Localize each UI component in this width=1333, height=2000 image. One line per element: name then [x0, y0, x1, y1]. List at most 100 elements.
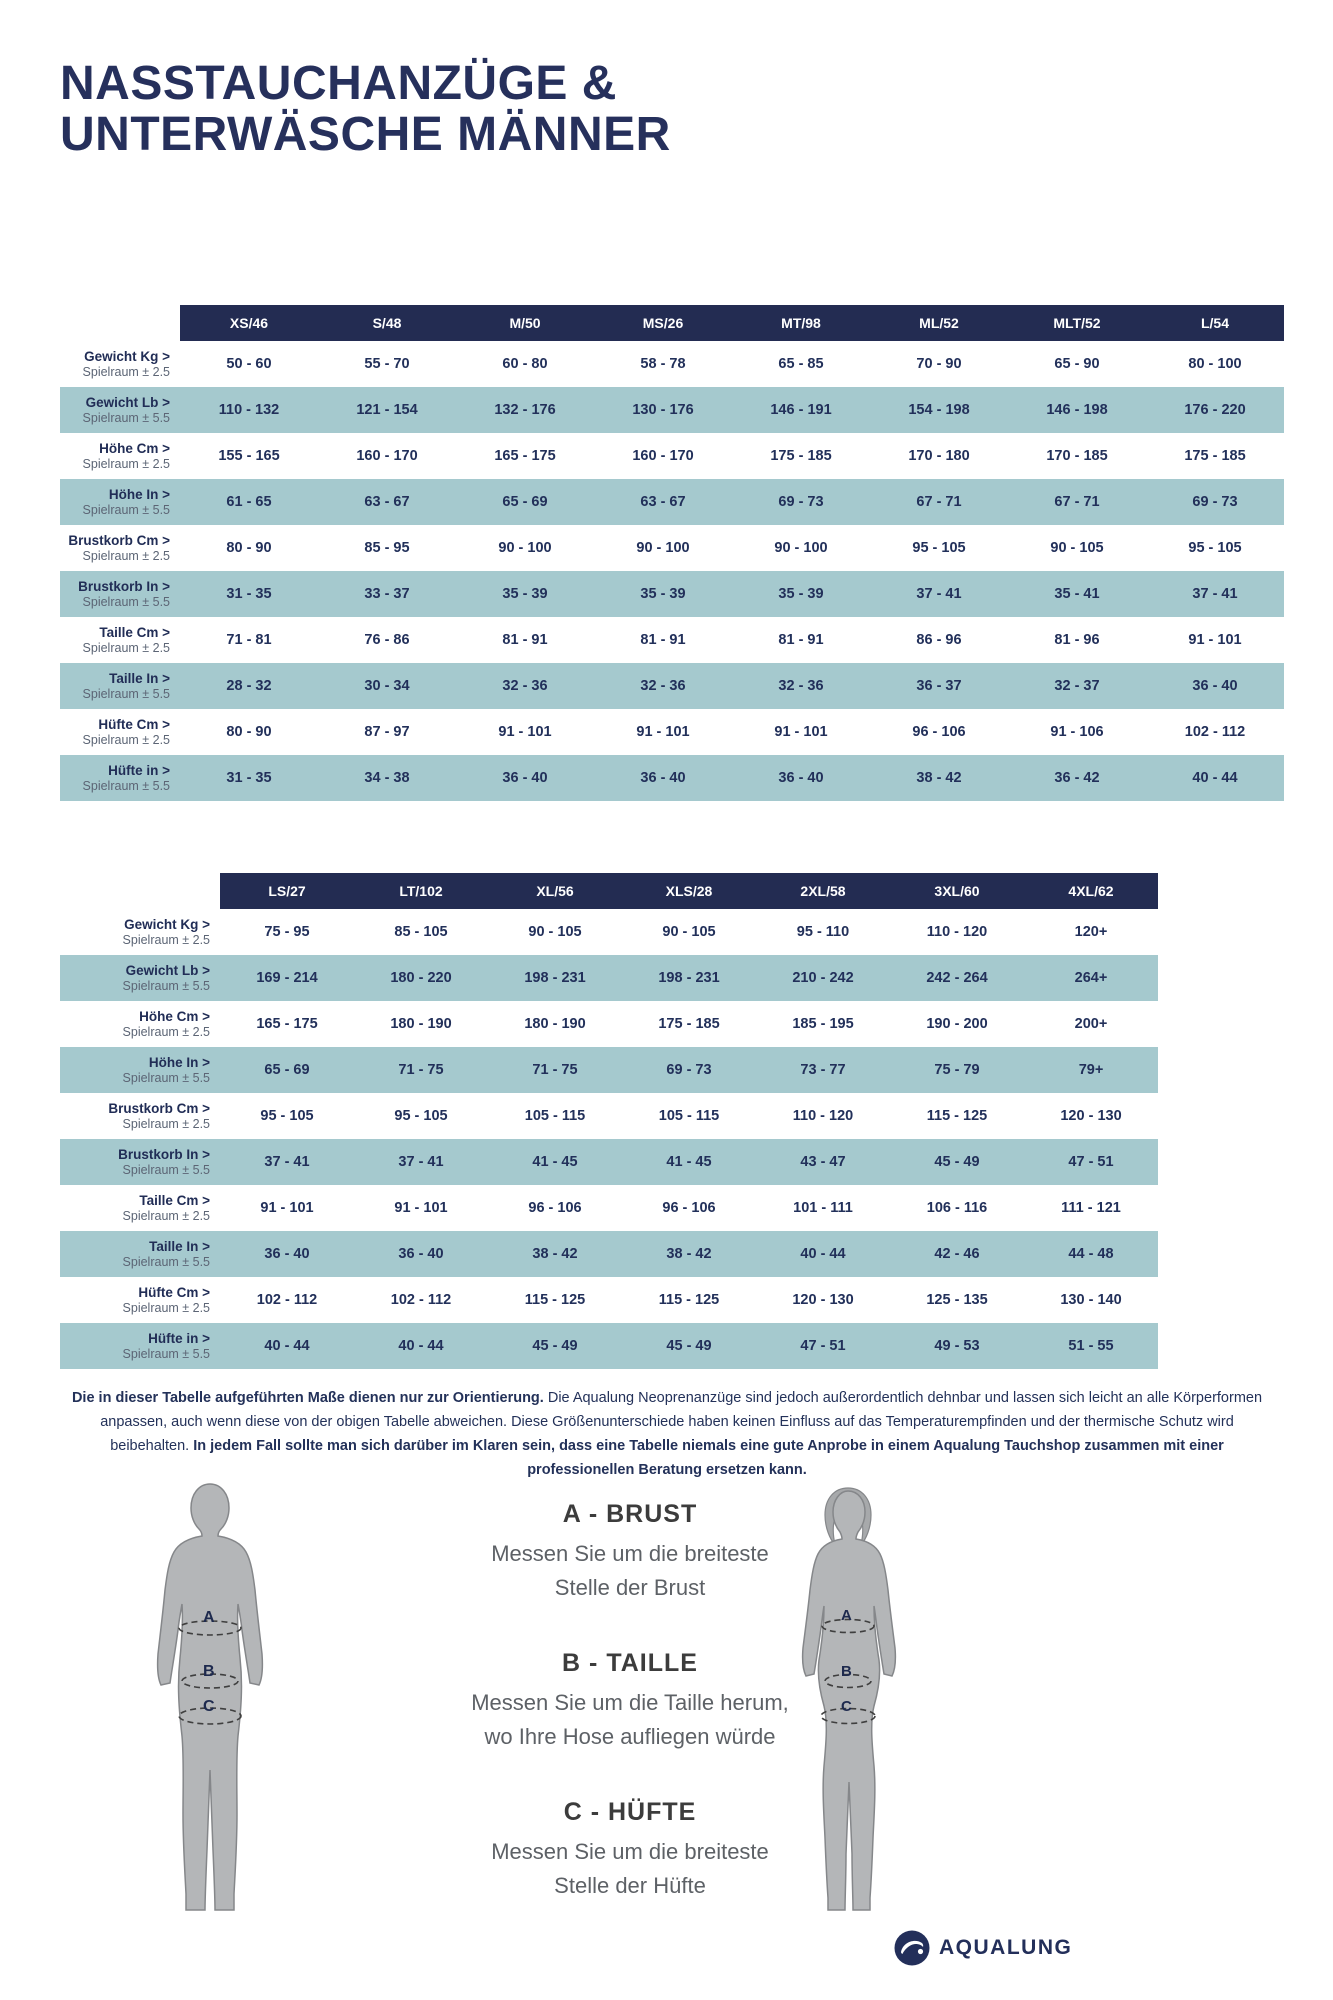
female-figure-diagram: A B C [801, 1487, 897, 1911]
size-value-cell: 34 - 38 [364, 770, 410, 786]
table-row: Brustkorb Cm > Spielraum ± 2.5 80 - 90 85 -… [60, 525, 1284, 571]
size-value-cell: 180 - 190 [524, 1016, 586, 1032]
table-row: Gewicht Lb > Spielraum ± 5.5 169 - 214 180 … [60, 955, 1158, 1001]
row-label-tolerance: Spielraum ± 5.5 [122, 1162, 210, 1177]
row-label-name: Gewicht Kg > [124, 916, 210, 932]
size-value-cell: 155 - 165 [218, 448, 280, 464]
size-value-cell: 36 - 40 [502, 770, 548, 786]
male-chest-label: A [203, 1609, 215, 1626]
size-value-cell: 91 - 106 [1050, 724, 1104, 740]
row-label-name: Höhe In > [108, 486, 170, 502]
size-value-cell: 170 - 185 [1046, 448, 1108, 464]
size-value-cell: 44 - 48 [1068, 1246, 1114, 1262]
chest-line2: Stelle der Brust [554, 1575, 706, 1600]
size-value-cell: 67 - 71 [1054, 494, 1100, 510]
size-value-cell: 36 - 37 [916, 678, 962, 694]
size-value-cell: 73 - 77 [800, 1062, 846, 1078]
size-value-cell: 175 - 185 [770, 448, 832, 464]
female-waist-measure-line [824, 1673, 872, 1689]
row-label: Gewicht Lb > Spielraum ± 5.5 [60, 387, 180, 433]
row-label-name: Höhe Cm > [99, 440, 170, 456]
size-value-cell: 185 - 195 [792, 1016, 854, 1032]
size-value-cell: 40 - 44 [1192, 770, 1238, 786]
row-label-name: Gewicht Lb > [125, 962, 210, 978]
size-value-cell: 91 - 101 [498, 724, 552, 740]
table-row: Hüfte in > Spielraum ± 5.5 40 - 44 40 - 44 4… [60, 1323, 1158, 1369]
row-label-tolerance: Spielraum ± 5.5 [82, 686, 170, 701]
size-value-cell: 101 - 111 [793, 1200, 853, 1216]
size-value-cell: 130 - 140 [1060, 1292, 1122, 1308]
size-value-cell: 176 - 220 [1184, 402, 1246, 418]
size-value-cell: 130 - 176 [632, 402, 694, 418]
row-label: Brustkorb In > Spielraum ± 5.5 [60, 571, 180, 617]
size-value-cell: 36 - 42 [1054, 770, 1100, 786]
size-value-cell: 120 - 130 [1060, 1108, 1122, 1124]
size-column-header: XLS/28 [622, 873, 756, 909]
size-column-header: 2XL/58 [756, 873, 890, 909]
size-value-cell: 65 - 85 [778, 356, 824, 372]
size-value-cell: 91 - 101 [636, 724, 690, 740]
size-value-cell: 37 - 41 [264, 1154, 310, 1170]
size-column-header: LS/27 [220, 873, 354, 909]
row-label: Höhe Cm > Spielraum ± 2.5 [60, 433, 180, 479]
size-value-cell: 35 - 39 [640, 586, 686, 602]
table-row: Taille Cm > Spielraum ± 2.5 91 - 101 91 - 1… [60, 1185, 1158, 1231]
table-row: Brustkorb Cm > Spielraum ± 2.5 95 - 105 95 … [60, 1093, 1158, 1139]
waist-line1: Messen Sie um die Taille herum, [471, 1690, 789, 1715]
row-label: Gewicht Kg > Spielraum ± 2.5 [60, 909, 220, 955]
row-label-tolerance: Spielraum ± 2.5 [122, 1116, 210, 1131]
size-value-cell: 69 - 73 [666, 1062, 712, 1078]
size-value-cell: 154 - 198 [908, 402, 970, 418]
row-label-tolerance: Spielraum ± 2.5 [122, 1208, 210, 1223]
size-value-cell: 40 - 44 [264, 1338, 310, 1354]
size-value-cell: 65 - 90 [1054, 356, 1100, 372]
row-label: Gewicht Kg > Spielraum ± 2.5 [60, 341, 180, 387]
aqualung-logo-icon [894, 1930, 930, 1966]
size-value-cell: 115 - 125 [926, 1108, 988, 1124]
size-value-cell: 165 - 175 [256, 1016, 318, 1032]
table-row: Brustkorb In > Spielraum ± 5.5 37 - 41 37 -… [60, 1139, 1158, 1185]
size-value-cell: 200+ [1074, 1016, 1108, 1032]
size-value-cell: 45 - 49 [934, 1154, 980, 1170]
size-value-cell: 96 - 106 [528, 1200, 582, 1216]
size-value-cell: 38 - 42 [532, 1246, 578, 1262]
disclaimer-bold-intro: Die in dieser Tabelle aufgeführten Maße … [71, 1390, 544, 1406]
row-label-name: Taille In > [109, 670, 170, 686]
size-value-cell: 32 - 36 [502, 678, 548, 694]
size-value-cell: 49 - 53 [934, 1338, 980, 1354]
disclaimer-bold-outro: In jedem Fall sollte man sich darüber im… [193, 1438, 1224, 1478]
size-value-cell: 242 - 264 [926, 970, 988, 986]
size-value-cell: 81 - 91 [640, 632, 686, 648]
size-column-header: MLT/52 [1008, 305, 1146, 341]
row-label: Höhe In > Spielraum ± 5.5 [60, 1047, 220, 1093]
row-label: Brustkorb Cm > Spielraum ± 2.5 [60, 1093, 220, 1139]
size-value-cell: 37 - 41 [398, 1154, 444, 1170]
size-value-cell: 47 - 51 [800, 1338, 846, 1354]
male-hip-label: C [203, 1698, 215, 1715]
row-label: Höhe Cm > Spielraum ± 2.5 [60, 1001, 220, 1047]
row-label-name: Hüfte in > [108, 762, 170, 778]
size-value-cell: 41 - 45 [666, 1154, 712, 1170]
size-value-cell: 95 - 105 [260, 1108, 314, 1124]
size-value-cell: 45 - 49 [666, 1338, 712, 1354]
size-value-cell: 96 - 106 [912, 724, 966, 740]
row-label-name: Brustkorb Cm > [68, 532, 170, 548]
row-label: Taille Cm > Spielraum ± 2.5 [60, 617, 180, 663]
female-hip-label: C [841, 1698, 852, 1715]
size-table-standard: XS/46 S/48 M/50 MS/26 MT/98 ML/52 MLT/52 L/54 Ge… [60, 305, 1284, 801]
size-value-cell: 106 - 116 [926, 1200, 988, 1216]
size-value-cell: 69 - 73 [778, 494, 824, 510]
row-label-name: Brustkorb In > [78, 578, 170, 594]
row-label-name: Gewicht Kg > [84, 348, 170, 364]
size-column-header: MS/26 [594, 305, 732, 341]
row-label: Taille Cm > Spielraum ± 2.5 [60, 1185, 220, 1231]
size-value-cell: 28 - 32 [226, 678, 272, 694]
size-value-cell: 91 - 101 [260, 1200, 314, 1216]
size-value-cell: 91 - 101 [1188, 632, 1242, 648]
header-spacer [60, 305, 180, 341]
size-value-cell: 110 - 120 [926, 924, 988, 940]
size-value-cell: 71 - 75 [532, 1062, 578, 1078]
row-label-tolerance: Spielraum ± 5.5 [122, 1254, 210, 1269]
female-silhouette [801, 1490, 897, 1911]
